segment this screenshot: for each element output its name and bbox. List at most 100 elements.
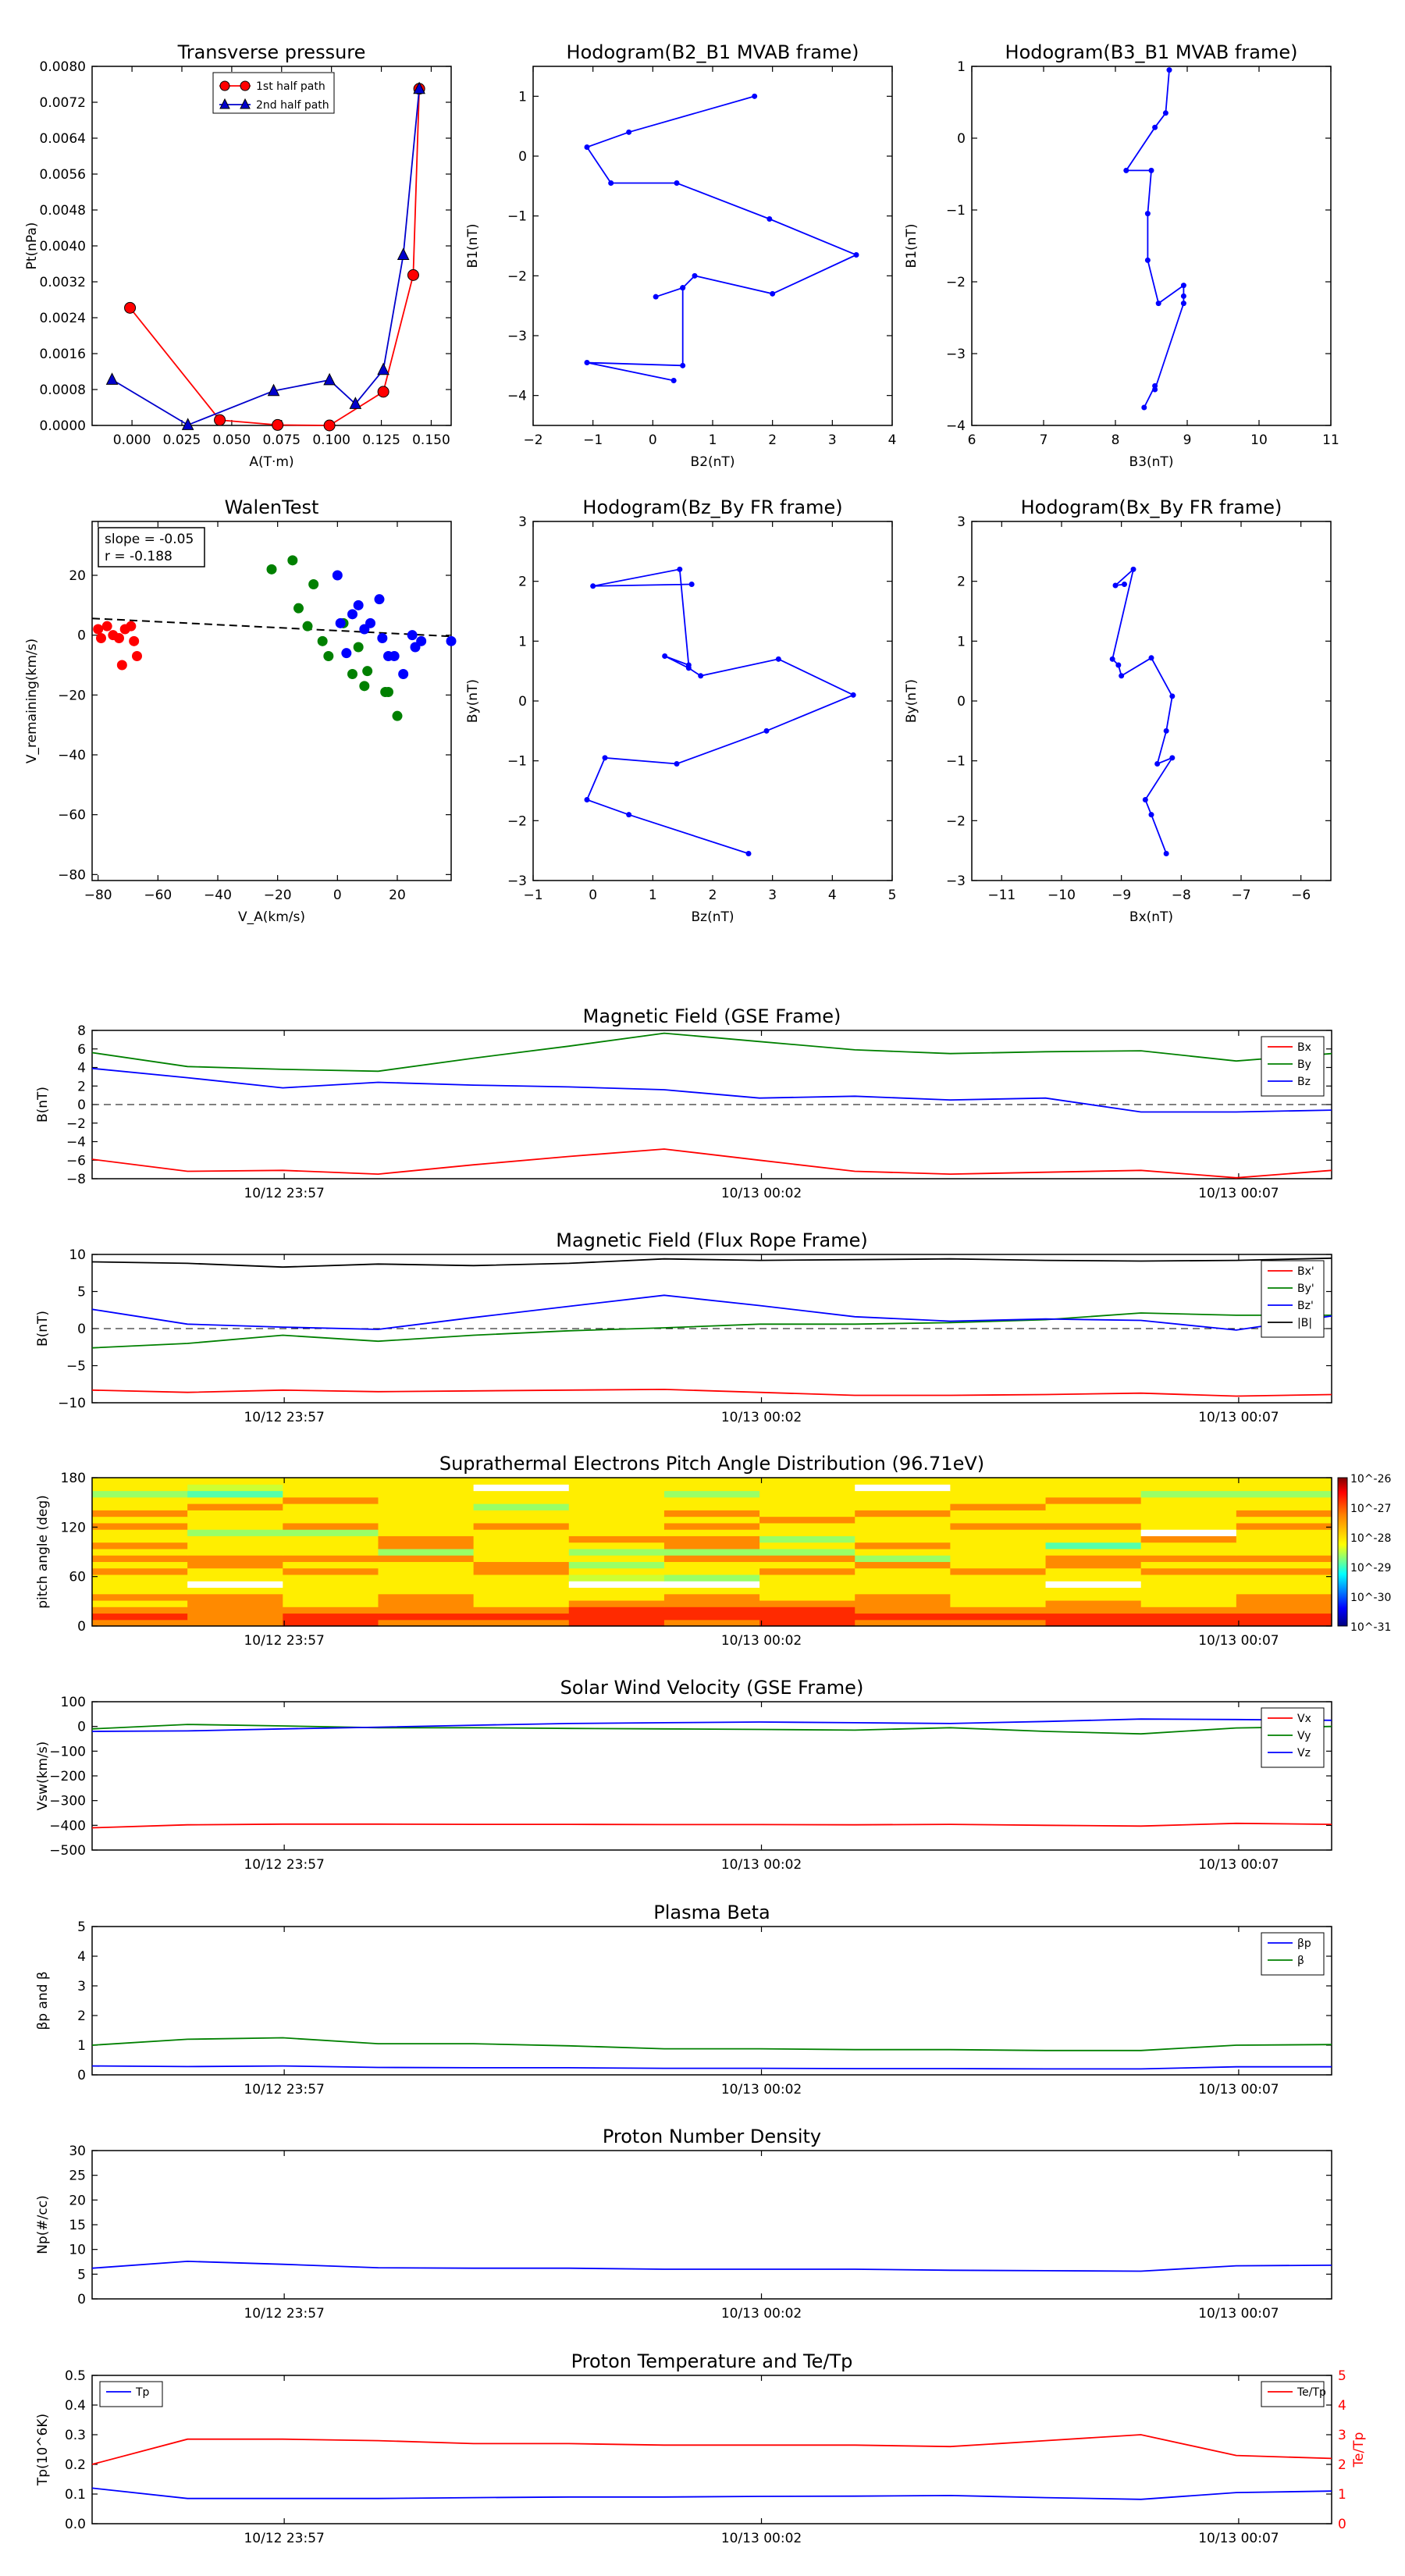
data-point xyxy=(1112,582,1119,589)
heatmap-cell xyxy=(1236,1574,1332,1582)
heatmap-cell xyxy=(1140,1574,1237,1582)
y-tick-label: 3 xyxy=(957,514,966,530)
heatmap-cell xyxy=(568,1606,665,1614)
data-point xyxy=(380,687,391,697)
plot-frame xyxy=(91,1701,1332,1851)
x-tick-label: −1 xyxy=(523,888,542,903)
heatmap-cell xyxy=(950,1529,1047,1536)
heatmap-cell xyxy=(283,1478,379,1485)
heatmap-cell xyxy=(1140,1567,1237,1575)
x-tick-label: 0.100 xyxy=(312,432,350,448)
heatmap-cell xyxy=(187,1535,283,1543)
heatmap-cell xyxy=(187,1619,283,1627)
y-tick-label: −4 xyxy=(946,418,966,434)
heatmap-cell xyxy=(378,1542,475,1550)
chart-panel-h3: Hodogram(Bz_By FR frame) −1 0 1 2 3 4 5 −3 −2 −1 0 1… xyxy=(465,496,896,925)
data-point xyxy=(132,651,142,661)
heatmap-cell xyxy=(283,1613,379,1621)
heatmap-cell xyxy=(568,1522,665,1530)
x-tick-label: 0.075 xyxy=(262,432,301,448)
heatmap-cell xyxy=(1140,1581,1237,1589)
heatmap-cell xyxy=(663,1574,760,1582)
x-tick-label: 9 xyxy=(1183,432,1192,448)
series-line xyxy=(91,1312,1332,1349)
legend-marker xyxy=(219,80,230,91)
x-tick-label: 0.125 xyxy=(362,432,400,448)
heatmap-cell xyxy=(568,1548,665,1556)
chart-title: Hodogram(Bz_By FR frame) xyxy=(582,496,842,518)
heatmap-cell xyxy=(663,1599,760,1607)
heatmap-cell xyxy=(92,1503,188,1510)
chart-title: Magnetic Field (GSE Frame) xyxy=(583,1005,841,1027)
heatmap-cell xyxy=(473,1561,570,1569)
data-point xyxy=(763,728,770,734)
y-axis-label: B1(nT) xyxy=(465,224,481,269)
y-tick-label: 0.0072 xyxy=(40,95,86,111)
heatmap-cell xyxy=(568,1593,665,1601)
chart-title: Plasma Beta xyxy=(653,1902,770,1923)
y-tick-label: 15 xyxy=(69,2218,86,2233)
heatmap-cell xyxy=(1140,1555,1237,1562)
heatmap-cell xyxy=(759,1619,855,1627)
time-tick-label: 10/13 00:07 xyxy=(1198,1186,1279,1201)
heatmap-cell xyxy=(1236,1503,1332,1510)
heatmap-cell xyxy=(950,1542,1047,1550)
heatmap-cell xyxy=(950,1574,1047,1582)
data-point xyxy=(214,414,226,426)
data-point xyxy=(662,653,668,659)
data-point xyxy=(365,617,375,628)
legend-label: |B| xyxy=(1297,1317,1312,1329)
heatmap-cell xyxy=(283,1567,379,1575)
heatmap-cell xyxy=(1045,1587,1142,1595)
heatmap-cell xyxy=(187,1561,283,1569)
data-point xyxy=(1115,662,1122,668)
legend-box xyxy=(1261,1707,1325,1768)
heatmap-cell xyxy=(1236,1606,1332,1614)
data-point xyxy=(323,372,336,386)
heatmap-cell xyxy=(187,1516,283,1524)
heatmap-cell xyxy=(950,1484,1047,1492)
legend: Bx By Bz xyxy=(1261,1036,1325,1097)
data-point xyxy=(317,635,328,646)
heatmap-cell xyxy=(1045,1613,1142,1621)
heatmap-cell xyxy=(1236,1496,1332,1504)
data-point xyxy=(626,129,632,135)
heatmap-cell xyxy=(568,1529,665,1536)
heatmap-cell xyxy=(378,1599,475,1607)
chart-panel-h2: Hodogram(B3_B1 MVAB frame)6 7 8 9 10 11−4−3−2… xyxy=(904,41,1339,470)
chart-title: WalenTest xyxy=(225,496,319,518)
x-tick-label: 0.000 xyxy=(113,432,151,448)
heatmap-cell xyxy=(187,1510,283,1517)
heatmap-cell xyxy=(855,1548,951,1556)
heatmap-cell xyxy=(855,1529,951,1536)
colorbar-bar xyxy=(1337,1477,1348,1627)
data-point xyxy=(1142,797,1148,802)
heatmap-cell xyxy=(92,1593,188,1601)
x-axis-label: A(T·m) xyxy=(249,454,293,470)
y-tick-label: −1 xyxy=(507,754,527,770)
heatmap-cell xyxy=(950,1619,1047,1627)
heatmap-cell xyxy=(855,1484,951,1492)
heatmap-cell xyxy=(759,1581,855,1589)
y-tick-label: 0.4 xyxy=(65,2398,86,2414)
legend-box xyxy=(1261,1932,1325,1976)
x-tick-label: 4 xyxy=(828,888,837,903)
heatmap-cell xyxy=(568,1587,665,1595)
y-tick-label: −40 xyxy=(58,748,86,763)
heatmap-cell xyxy=(473,1535,570,1543)
heatmap-cell xyxy=(1236,1542,1332,1550)
heatmap-cell xyxy=(187,1587,283,1595)
data-point xyxy=(374,594,385,605)
series-line xyxy=(91,1148,1332,1179)
data-point xyxy=(1169,693,1176,699)
y-tick-label: 0.1 xyxy=(65,2487,86,2503)
heatmap-cell xyxy=(283,1490,379,1498)
heatmap-cell xyxy=(663,1522,760,1530)
data-point xyxy=(101,621,112,632)
y-right-tick-label: 5 xyxy=(1338,2368,1346,2384)
heatmap-cell xyxy=(1236,1561,1332,1569)
x-tick-label: −80 xyxy=(84,888,112,903)
data-point xyxy=(347,609,357,620)
x-tick-label: 1 xyxy=(649,888,657,903)
heatmap-cell xyxy=(1140,1484,1237,1492)
